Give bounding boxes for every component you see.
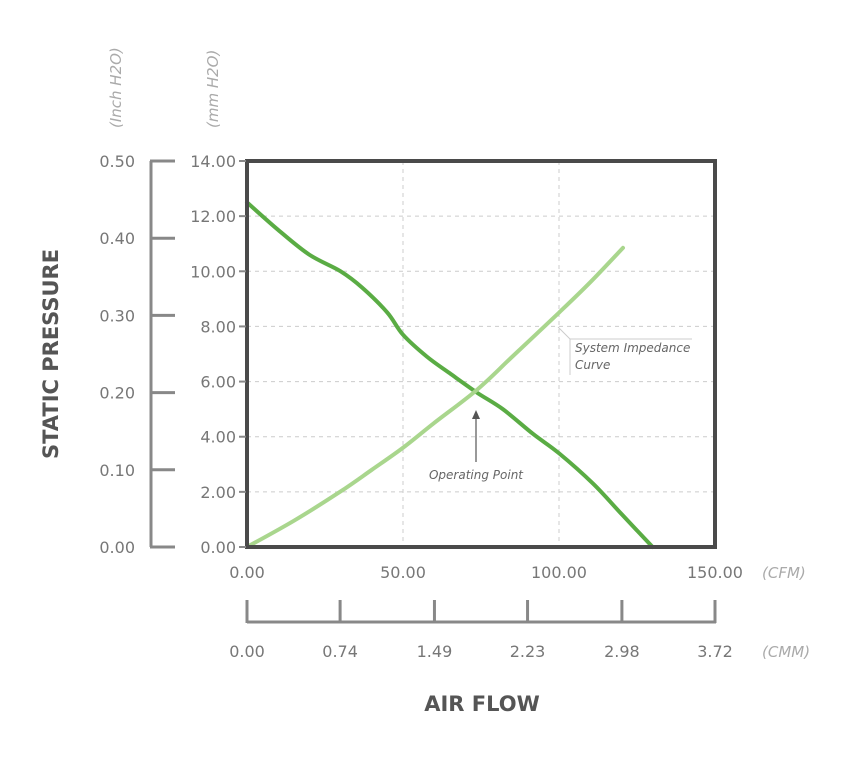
y-tick-label: 10.00 [190,262,236,281]
x2-unit-label: (CMM) [762,643,810,661]
y-tick-label: 12.00 [190,207,236,226]
x-tick-label: 50.00 [380,563,426,582]
operating-point-annotation: Operating Point [429,410,524,482]
y2-tick-label: 0.10 [99,461,135,480]
y2-unit-label: (Inch H2O) [107,47,125,128]
operating-point-label: Operating Point [429,468,524,482]
y2-tick-label: 0.30 [99,306,135,325]
x-tick-label: 100.00 [531,563,587,582]
x-axis-cfm: 0.00 50.00 100.00 150.00 [229,563,743,582]
y2-tick-label: 0.50 [99,152,135,171]
x-tick-label: 150.00 [687,563,743,582]
impedance-callout: System Impedance Curve [557,326,692,375]
x2-tick-label: 2.23 [510,642,546,661]
x2-tick-label: 0.00 [229,642,265,661]
x-unit-label: (CFM) [762,564,806,582]
series-layer [245,200,655,549]
y-unit-label: (mm H2O) [204,50,222,128]
impedance-label-line1: System Impedance [575,341,690,355]
y2-tick-label: 0.20 [99,384,135,403]
y-tick-label: 2.00 [200,483,236,502]
y-tick-label: 8.00 [200,317,236,336]
system-impedance-line [245,245,625,549]
x2-tick-label: 0.74 [322,642,358,661]
plot-frame [245,159,717,549]
x-axis-cmm: 0.00 0.74 1.49 2.23 2.98 3.72 [229,600,733,661]
impedance-label-line2: Curve [575,358,610,372]
y-axis-title: STATIC PRESSURE [39,249,63,459]
y-tick-label: 14.00 [190,152,236,171]
y-axis-inch: 0.00 0.10 0.20 0.30 0.40 0.50 [99,152,175,557]
y-tick-label: 0.00 [200,538,236,557]
x-axis-title: AIR FLOW [424,692,540,716]
grid [247,161,715,547]
y2-tick-label: 0.00 [99,538,135,557]
x-tick-label: 0.00 [229,563,265,582]
x2-tick-label: 2.98 [604,642,640,661]
y-axis-mm: 0.00 2.00 4.00 6.00 8.00 10.00 12.00 14.00 [190,152,246,557]
y-tick-label: 4.00 [200,428,236,447]
x2-tick-label: 1.49 [417,642,453,661]
arrow-head-icon [472,410,480,419]
y2-tick-label: 0.40 [99,229,135,248]
x2-tick-label: 3.72 [697,642,733,661]
y-tick-label: 6.00 [200,373,236,392]
fan-curve-line [245,200,655,549]
